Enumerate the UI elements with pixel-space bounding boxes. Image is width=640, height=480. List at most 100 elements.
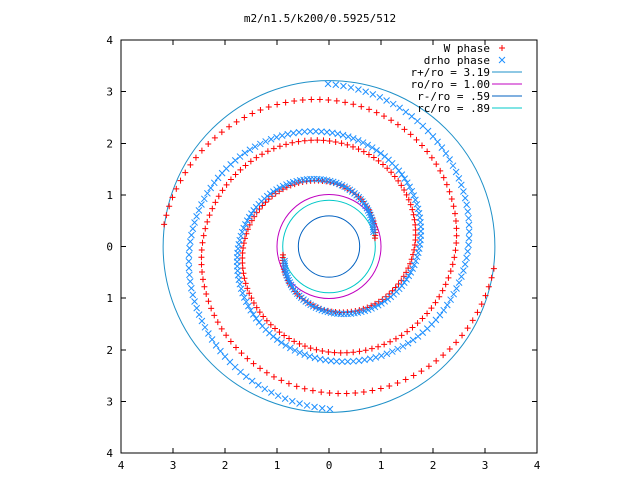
plus-marker-0-0-142: [257, 107, 264, 114]
cross-marker-1-0-67: [235, 276, 243, 284]
cross-marker-1-0-5: [368, 216, 376, 224]
cross-marker-1-0-124: [463, 254, 470, 262]
cross-marker-1-1-154: [288, 397, 296, 405]
cross-marker-1-0-87: [296, 349, 304, 356]
plus-marker-0-1-100: [212, 199, 219, 206]
cross-marker-1-0-114: [436, 311, 444, 319]
cross-marker-1-1-117: [204, 189, 211, 197]
plus-marker-0-0-100: [439, 287, 446, 294]
cross-marker-1-0-95: [338, 358, 346, 365]
cross-marker-1-1-141: [212, 342, 220, 349]
y-tick-label-5: 1: [106, 292, 113, 305]
cross-marker-1-1-73: [406, 183, 413, 191]
cross-marker-1-0-72: [242, 298, 250, 306]
plus-marker-0-1-60: [407, 201, 414, 208]
plus-marker-0-1-108: [198, 254, 205, 261]
cross-marker-1-0-101: [372, 354, 380, 361]
cross-marker-1-0-56: [238, 228, 246, 236]
plus-marker-0-0-139: [282, 99, 289, 106]
plus-marker-0-0-73: [291, 338, 298, 345]
plus-marker-0-0-104: [449, 261, 456, 268]
plus-marker-0-1-113: [203, 291, 210, 298]
cross-marker-1-0-109: [414, 333, 422, 340]
cross-marker-1-1-99: [290, 129, 297, 137]
plus-marker-0-0-105: [451, 254, 458, 261]
x-tick-label-8: 4: [534, 459, 541, 472]
x-tick-label-6: 2: [430, 459, 437, 472]
cross-marker-1-1-91: [334, 130, 342, 138]
cross-marker-1-0-143: [429, 133, 437, 140]
cross-marker-1-0-107: [404, 339, 412, 347]
plus-marker-0-0-89: [387, 338, 394, 345]
cross-marker-1-0-135: [457, 181, 465, 189]
cross-marker-1-1-76: [398, 171, 406, 178]
plus-marker-0-1-114: [205, 298, 212, 305]
plus-marker-0-0-90: [392, 335, 399, 342]
cross-marker-1-0-103: [383, 350, 391, 358]
cross-marker-1-1-84: [368, 144, 376, 151]
chart-title: m2/n1.5/k200/0.5925/512: [244, 12, 396, 25]
plus-marker-0-0-60: [244, 285, 251, 292]
plus-marker-0-0-128: [373, 109, 380, 116]
cross-marker-1-0-155: [355, 86, 362, 93]
circle-r-2: [162, 80, 496, 413]
plus-marker-0-1-78: [332, 138, 339, 145]
plus-marker-0-0-62: [248, 295, 255, 302]
plus-marker-0-0-144: [241, 114, 248, 121]
cross-marker-1-1-88: [349, 135, 357, 142]
plus-marker-0-1-88: [270, 145, 277, 152]
cross-marker-1-1-149: [255, 381, 262, 389]
cross-marker-1-1-58: [414, 249, 422, 257]
plus-marker-0-0-110: [452, 217, 459, 224]
plus-marker-0-1-24: [324, 307, 331, 314]
plus-marker-0-1-53: [412, 237, 419, 244]
plus-marker-0-0-64: [253, 304, 260, 311]
cross-marker-1-0-89: [306, 352, 314, 360]
plus-marker-0-0-97: [428, 305, 435, 312]
cross-marker-1-1-128: [185, 258, 193, 265]
cross-marker-1-1-87: [354, 137, 362, 144]
cross-marker-1-1-30: [337, 310, 345, 318]
plus-marker-0-1-96: [227, 176, 234, 183]
y-tick-label-1: 3: [106, 86, 113, 99]
plus-marker-0-0-79: [325, 348, 332, 355]
x-tick-label-2: 2: [222, 459, 229, 472]
cross-marker-1-1-85: [364, 141, 372, 149]
plus-marker-0-1-91: [253, 154, 260, 161]
plus-marker-0-0-67: [263, 317, 270, 324]
plus-marker-0-1-147: [433, 357, 440, 364]
plus-marker-0-0-24: [327, 179, 334, 186]
cross-marker-1-0-108: [409, 336, 417, 344]
plus-marker-0-0-118: [433, 161, 440, 168]
cross-marker-1-0-92: [322, 356, 329, 364]
cross-marker-1-0-43: [270, 188, 277, 195]
plus-marker-0-1-68: [384, 165, 391, 172]
plus-marker-0-0-85: [362, 347, 369, 354]
plus-marker-0-1-104: [202, 225, 209, 232]
cross-marker-1-1-102: [273, 133, 280, 141]
cross-marker-1-1-127: [185, 251, 193, 259]
cross-marker-1-1-109: [236, 153, 244, 160]
plus-marker-0-0-96: [424, 310, 431, 317]
plus-marker-0-0-126: [388, 117, 395, 124]
plus-marker-0-1-107: [198, 247, 205, 254]
plus-marker-0-1-72: [365, 151, 372, 158]
plus-marker-0-1-52: [411, 241, 418, 248]
plus-marker-0-1-122: [238, 350, 245, 357]
cross-marker-1-0-30: [313, 175, 321, 183]
cross-marker-1-1-131: [186, 278, 194, 285]
plus-marker-0-0-58: [241, 275, 248, 282]
plus-marker-0-1-76: [344, 141, 351, 148]
cross-marker-1-1-94: [318, 128, 325, 135]
cross-marker-1-0-149: [396, 104, 403, 112]
plus-marker-0-1-135: [335, 390, 342, 397]
cross-marker-1-0-146: [414, 117, 421, 125]
cross-marker-1-1-89: [344, 133, 352, 141]
plus-marker-0-0-130: [358, 103, 365, 110]
y-tick-label-2: 2: [106, 137, 113, 150]
cross-marker-1-1-146: [237, 368, 244, 376]
cross-marker-1-0-85: [286, 344, 294, 352]
plus-marker-0-0-102: [445, 274, 452, 281]
plus-marker-0-0-156: [169, 194, 176, 201]
